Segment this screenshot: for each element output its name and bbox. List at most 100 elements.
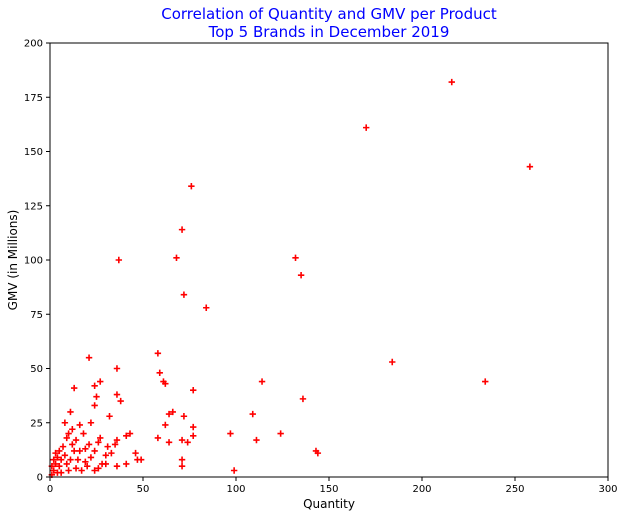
data-point [87,454,95,461]
data-point [80,430,87,437]
data-point [190,432,197,439]
y-tick-label: 125 [24,201,43,212]
data-point [91,382,98,390]
data-point [169,408,176,416]
data-point [188,183,195,190]
data-point [482,378,489,385]
data-point [82,458,89,466]
data-point [52,449,59,457]
data-point [178,436,186,444]
data-point [113,462,121,470]
x-tick-label: 0 [47,484,53,495]
y-tick-label: 100 [24,256,43,267]
data-point [91,402,98,409]
data-point [154,434,162,442]
data-point [74,456,82,463]
data-point [56,462,63,470]
data-point [65,430,72,437]
data-point [277,430,284,437]
data-point [61,419,69,426]
data-point [72,465,80,472]
data-point [69,441,76,448]
chart-title: Correlation of Quantity and GMV per Prod… [161,5,497,23]
y-tick-label: 175 [24,93,43,104]
data-point [137,456,145,463]
data-point [165,410,173,418]
data-point [63,460,70,468]
data-point [111,441,119,448]
data-point [113,365,121,372]
data-point [165,439,173,446]
data-point [178,462,186,470]
data-point [72,436,80,444]
y-tick-label: 50 [30,364,43,375]
data-point [50,467,57,474]
data-point [117,397,124,405]
data-point [180,413,188,420]
x-tick-label: 300 [598,484,617,495]
data-point [65,467,72,474]
data-point [50,456,57,463]
data-point [87,419,95,426]
data-point [156,369,163,377]
data-point [249,410,256,418]
data-point [82,445,89,452]
y-tick-label: 200 [24,39,43,50]
data-point [54,469,61,476]
x-tick-label: 250 [505,484,524,495]
data-point [57,456,65,463]
data-point [59,443,67,450]
data-point [162,421,169,429]
data-point [448,78,455,86]
y-tick-label: 0 [37,473,43,484]
data-point [123,432,130,439]
data-point [178,456,186,463]
data-point [113,436,121,444]
data-point [54,454,61,461]
x-tick-label: 150 [319,484,338,495]
x-tick-label: 100 [226,484,245,495]
data-point [63,434,70,442]
y-axis-ticks: 0 25 50 75 100 125 150 175 200 [24,39,50,484]
data-point [314,449,322,457]
data-point [76,421,83,429]
data-point [91,447,98,455]
data-point [91,467,98,474]
data-point [292,254,299,262]
data-point [106,413,113,420]
x-axis-label: Quantity [303,497,355,511]
data-point [85,354,93,361]
x-axis-ticks: 0 50 100 150 200 250 300 [47,477,618,495]
data-point [173,254,180,262]
data-point [230,467,238,474]
data-point [84,462,91,470]
y-tick-label: 150 [24,147,43,158]
data-point [299,395,307,403]
data-point [297,271,305,279]
data-point [258,378,266,385]
data-point [67,408,74,416]
data-point [95,439,102,446]
data-point [85,441,93,448]
x-tick-label: 50 [137,484,150,495]
data-point [52,460,59,468]
data-point [253,436,260,444]
data-point [108,449,115,457]
data-point [227,430,234,437]
data-point [95,465,102,472]
data-point [115,256,123,264]
y-tick-label: 75 [30,310,43,321]
data-point [70,447,78,455]
data-point [97,378,104,385]
data-point [363,124,370,131]
data-point [526,163,534,170]
data-point [132,449,139,457]
data-point [126,430,134,437]
data-point [203,304,210,311]
scatter-points [48,78,534,479]
data-point [123,460,130,468]
data-point [102,452,109,459]
data-point [67,456,74,463]
